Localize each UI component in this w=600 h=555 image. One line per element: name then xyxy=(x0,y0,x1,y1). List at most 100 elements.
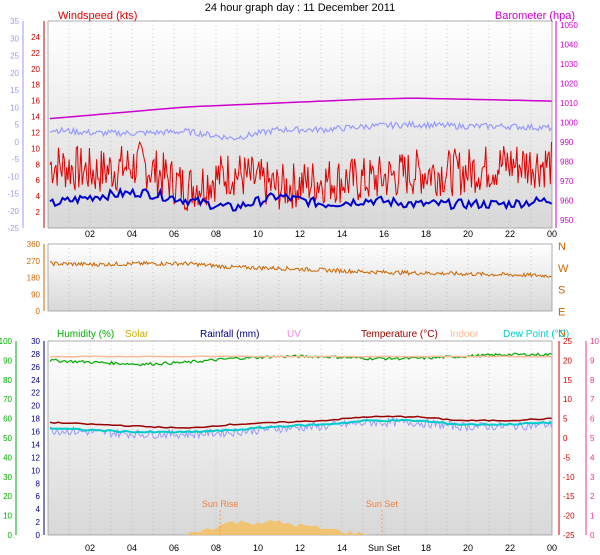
compass-label: N xyxy=(558,328,566,340)
panel-humidity-uv-tick-label: 6 xyxy=(590,415,595,424)
panel-wind-temperature-tick-label: -25 xyxy=(7,224,19,233)
panel-wind-temperature-tick-label: -5 xyxy=(12,155,20,164)
panel-humidity-rainfall-tick-label: 10 xyxy=(31,466,40,475)
legend-windspeed: Windspeed (kts) xyxy=(58,10,137,22)
panel-humidity-rainfall-tick-label: 20 xyxy=(31,402,40,411)
series-wind-direction xyxy=(49,260,552,279)
panel-wind-barometer-tick-label: 990 xyxy=(560,138,574,147)
panel-humidity-x-tick-label: 06 xyxy=(169,543,179,553)
annotation-label: Sun Set xyxy=(366,499,399,509)
panel-humidity-temperature-tick-label: -25 xyxy=(563,531,575,540)
panel-humidity-humidity-tick-label: 80 xyxy=(3,376,12,385)
panel-wind-windspeed-tick-label: 8 xyxy=(36,160,41,169)
panel-humidity-rainfall-tick-label: 22 xyxy=(31,389,40,398)
panel-humidity-temperature-tick-label: 25 xyxy=(563,337,572,346)
panel-humidity-rainfall-tick-label: 24 xyxy=(31,376,40,385)
panel-wind-x-tick-label: 22 xyxy=(505,229,515,239)
panel-wind-windspeed-tick-label: 12 xyxy=(31,128,40,137)
panel-humidity-humidity-tick-label: 10 xyxy=(3,512,12,521)
panel-wind-temperature-tick-label: 10 xyxy=(10,103,19,112)
panel-humidity-humidity-tick-label: 50 xyxy=(3,434,12,443)
panel-wind-x-tick-label: 14 xyxy=(337,229,347,239)
panel-humidity-x-tick-label: 20 xyxy=(463,543,473,553)
panel-humidity-humidity-tick-label: 70 xyxy=(3,395,12,404)
panel-wind-temperature-tick-label: -15 xyxy=(7,190,19,199)
panel-wind-barometer-tick-label: 1050 xyxy=(560,21,578,30)
panel-wind-x-tick-label: 12 xyxy=(295,229,305,239)
panel-humidity-uv-tick-label: 1 xyxy=(590,512,595,521)
panel-humidity-temperature-tick-label: 20 xyxy=(563,356,572,365)
panel-humidity-temperature-tick-label: 0 xyxy=(563,434,568,443)
panel-wind-x-tick-label: 10 xyxy=(253,229,263,239)
panel-humidity-humidity-tick-label: 100 xyxy=(0,337,13,346)
panel-wind-x-tick-label: 08 xyxy=(211,229,221,239)
panel-humidity-x-tick-label: 18 xyxy=(421,543,431,553)
panel-humidity-x-tick-label: 12 xyxy=(295,543,305,553)
legend-dewpoint: Dew Point (°C) xyxy=(503,329,569,340)
panel-humidity-uv-tick-label: 5 xyxy=(590,434,595,443)
panel-humidity-humidity-tick-label: 40 xyxy=(3,453,12,462)
panel-humidity-uv-tick-label: 9 xyxy=(590,356,595,365)
panel-humidity-uv-tick-label: 8 xyxy=(590,376,595,385)
panel-humidity-x-tick-label: 04 xyxy=(127,543,137,553)
panel-wind-barometer-tick-label: 1040 xyxy=(560,40,578,49)
panel-humidity-uv-tick-label: 2 xyxy=(590,492,595,501)
panel-wind-windspeed-tick-label: 16 xyxy=(31,97,40,106)
panel-humidity-rainfall-tick-label: 14 xyxy=(31,440,40,449)
panel-wind-barometer-tick-label: 970 xyxy=(560,177,574,186)
panel-humidity-rainfall-tick-label: 4 xyxy=(36,505,41,514)
panel-humidity-x-tick-label: 00 xyxy=(547,543,557,553)
panel-wind-temperature-tick-label: 35 xyxy=(10,17,19,26)
legend-solar: Solar xyxy=(125,329,149,340)
panel-humidity-rainfall-tick-label: 26 xyxy=(31,363,40,372)
panel-wind-windspeed-tick-label: 10 xyxy=(31,144,40,153)
panel-wind-temperature-tick-label: 15 xyxy=(10,86,19,95)
panel-wind-barometer-tick-label: 960 xyxy=(560,197,574,206)
panel-wind-barometer-tick-label: 980 xyxy=(560,158,574,167)
panel-wind-windspeed-tick-label: 14 xyxy=(31,113,40,122)
panel-wind-windspeed-tick-label: 6 xyxy=(36,176,41,185)
panel-humidity-rainfall-tick-label: 6 xyxy=(36,492,41,501)
panel-humidity-uv-tick-label: 4 xyxy=(590,453,595,462)
panel-humidity-temperature-tick-label: -15 xyxy=(563,492,575,501)
panel-wind-windspeed-tick-label: 20 xyxy=(31,65,40,74)
panel-humidity-rainfall-tick-label: 16 xyxy=(31,428,40,437)
panel-wind-x-tick-label: 02 xyxy=(85,229,95,239)
panel-humidity-rainfall-tick-label: 18 xyxy=(31,415,40,424)
panel-wind-windspeed-tick-label: 24 xyxy=(31,33,40,42)
panel-humidity-temperature-tick-label: -10 xyxy=(563,473,575,482)
panel-wind-x-tick-label: 16 xyxy=(379,229,389,239)
legend-uv: UV xyxy=(287,329,301,340)
panel-humidity-rainfall-tick-label: 0 xyxy=(36,531,41,540)
panel-wind-direction-degrees-tick-label: 180 xyxy=(27,274,41,283)
panel-wind-barometer-tick-label: 950 xyxy=(560,216,574,225)
panel-humidity-temperature-tick-label: -5 xyxy=(563,453,571,462)
panel-wind-direction-degrees-tick-label: 360 xyxy=(27,240,41,249)
panel-humidity-uv-tick-label: 0 xyxy=(590,531,595,540)
compass-label: S xyxy=(558,285,565,297)
panel-wind-windspeed-tick-label: 4 xyxy=(36,192,41,201)
panel-humidity-humidity-tick-label: 60 xyxy=(3,415,12,424)
series-indoor-temperature xyxy=(49,355,552,358)
panel-humidity-x-tick-label: 02 xyxy=(85,543,95,553)
panel-humidity-rainfall-tick-label: 8 xyxy=(36,479,41,488)
panel-wind-barometer-tick-label: 1010 xyxy=(560,99,578,108)
panel-humidity-temperature-tick-label: 10 xyxy=(563,395,572,404)
panel-wind-temperature-tick-label: 0 xyxy=(15,138,20,147)
panel-wind-temperature-tick-label: 25 xyxy=(10,52,19,61)
panel-wind-windspeed-tick-label: 2 xyxy=(36,208,41,217)
panel-wind-x-tick-label: 18 xyxy=(421,229,431,239)
panel-wind-temperature-tick-label: 5 xyxy=(15,121,20,130)
panel-wind-direction-degrees-tick-label: 90 xyxy=(31,290,40,299)
legend-humidity: Humidity (%) xyxy=(57,329,114,340)
panel-humidity-x-tick-label: 22 xyxy=(505,543,515,553)
panel-wind-barometer-tick-label: 1000 xyxy=(560,119,578,128)
compass-label: W xyxy=(558,263,569,275)
panel-humidity-rainfall-tick-label: 2 xyxy=(36,518,41,527)
panel-humidity-uv-tick-label: 7 xyxy=(590,395,595,404)
panel-humidity-rainfall-tick-label: 28 xyxy=(31,350,40,359)
panel-humidity-humidity-tick-label: 30 xyxy=(3,473,12,482)
series-dew-point xyxy=(49,418,552,434)
panel-humidity-x-tick-label: Sun Set xyxy=(368,543,401,553)
